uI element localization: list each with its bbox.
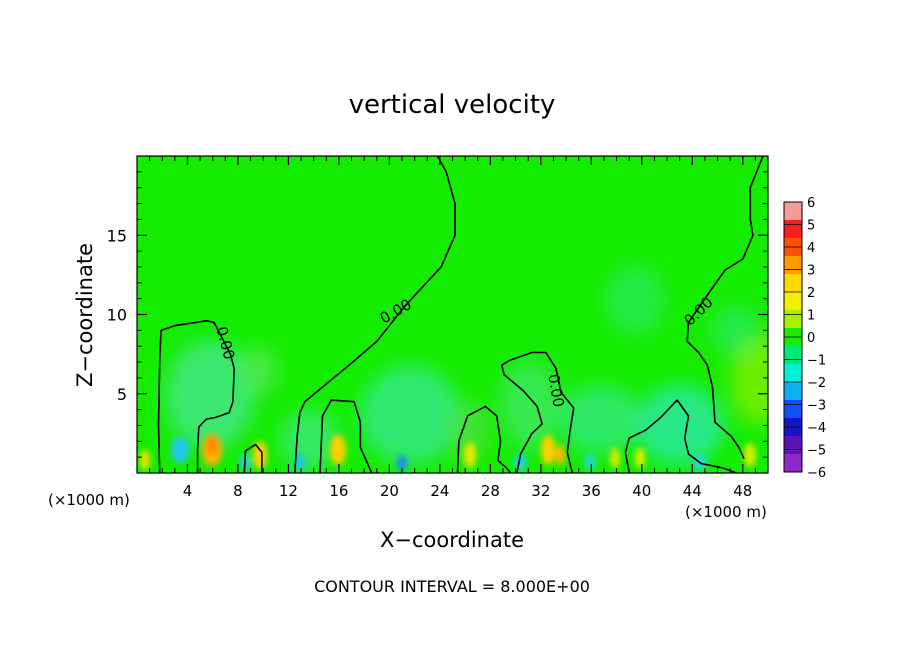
colorbar-swatch xyxy=(784,436,802,455)
field-soft-blobs xyxy=(165,265,768,470)
colorbar-label: 3 xyxy=(807,264,815,279)
zero-contour-5 xyxy=(456,405,512,473)
colorbar-swatch xyxy=(784,454,802,473)
zero-contour-lines xyxy=(157,156,764,473)
colorbar-legend: 6 5 4 3 2 1 0 −1 −2 −3 −4 −5 −6 xyxy=(783,196,826,481)
zero-contour-2 xyxy=(243,443,263,473)
colorbar-label: 5 xyxy=(807,219,815,234)
x-tick-label: 48 xyxy=(733,482,752,500)
colorbar-label: −3 xyxy=(807,399,826,414)
zero-contour-6 xyxy=(500,351,575,473)
zero-contour-7 xyxy=(624,399,737,473)
x-tick-label: 20 xyxy=(380,482,399,500)
colorbar-label: −5 xyxy=(807,444,826,459)
x-tick-label: 16 xyxy=(329,482,348,500)
y-tick-label: 10 xyxy=(107,306,127,325)
colorbar-swatch xyxy=(784,202,802,221)
x-tick-label: 4 xyxy=(183,482,193,500)
x-unit-label-right: (×1000 m) xyxy=(685,503,767,521)
colorbar-swatch xyxy=(784,220,802,239)
y-tick-label: 15 xyxy=(107,226,127,245)
colorbar-label: −4 xyxy=(807,421,826,436)
x-tick-label: 24 xyxy=(430,482,449,500)
x-tick-label: 44 xyxy=(683,482,702,500)
contour-interval-footer: CONTOUR INTERVAL = 8.000E+00 xyxy=(314,577,590,596)
colorbar-label: 0 xyxy=(807,331,815,346)
colorbar-swatch xyxy=(784,292,802,311)
colorbar-swatch xyxy=(784,274,802,293)
x-tick-label: 32 xyxy=(531,482,550,500)
colorbar-swatch xyxy=(784,400,802,419)
colorbar-swatch xyxy=(784,382,802,401)
plot-area: 0.000.000.000.00 xyxy=(137,156,768,473)
y-axis-label: Z−coordinate xyxy=(73,243,97,387)
zero-contour-4 xyxy=(319,399,373,473)
zero-contour-3 xyxy=(294,156,456,473)
x-axis-ticks: 4 8 12 16 20 24 28 32 36 40 44 48 xyxy=(149,156,756,500)
colorbar-swatch xyxy=(784,364,802,383)
colorbar-swatch xyxy=(784,310,802,329)
x-unit-label: (×1000 m) xyxy=(48,491,130,509)
colorbar-label: −6 xyxy=(807,466,826,481)
colorbar-label: 6 xyxy=(807,196,815,211)
colorbar-label: 1 xyxy=(807,309,815,324)
colorbar-swatch xyxy=(784,256,802,275)
colorbar-label: 4 xyxy=(807,241,815,256)
chart-title: vertical velocity xyxy=(349,90,556,120)
x-tick-label: 36 xyxy=(582,482,601,500)
x-tick-label: 40 xyxy=(632,482,651,500)
y-tick-label: 5 xyxy=(117,385,127,404)
x-tick-label: 12 xyxy=(279,482,298,500)
zero-contour-1 xyxy=(157,320,235,473)
y-axis-ticks: 5 10 15 xyxy=(107,171,768,458)
colorbar-label: −1 xyxy=(807,354,826,369)
field-sharp-cells xyxy=(140,434,756,471)
contour-label-3: 0.00 xyxy=(544,373,568,409)
x-tick-label: 8 xyxy=(233,482,243,500)
colorbar-swatch xyxy=(784,346,802,365)
x-tick-label: 28 xyxy=(481,482,500,500)
colorbar-label: 2 xyxy=(807,286,815,301)
colorbar-label: −2 xyxy=(807,376,826,391)
zero-contour-8 xyxy=(686,156,764,460)
x-axis-label: X−coordinate xyxy=(380,528,524,552)
